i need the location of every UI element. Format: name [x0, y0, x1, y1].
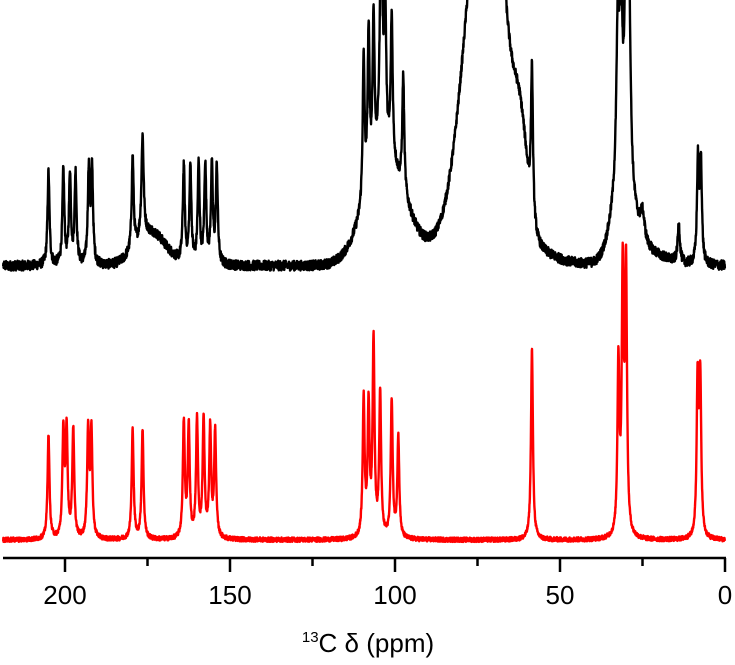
- plot-area: [1, 0, 727, 544]
- x-tick-label: 100: [373, 580, 416, 610]
- x-tick-label: 50: [546, 580, 575, 610]
- experimental-spectrum-trace: [1, 0, 727, 272]
- x-tick-label: 0: [718, 580, 732, 610]
- x-axis-tick-labels: 200 150 100 50 0: [43, 580, 732, 610]
- x-axis-title: 13C δ (ppm): [302, 628, 434, 658]
- x-axis-ticks: [63, 558, 727, 572]
- x-axis-title-text: C δ (ppm): [319, 628, 435, 658]
- simulated-spectrum-trace: [1, 241, 727, 544]
- x-tick-label: 200: [43, 580, 86, 610]
- x-axis: 200 150 100 50 0 13C δ (ppm): [3, 556, 732, 658]
- x-axis-title-isotope: 13: [302, 629, 319, 646]
- x-tick-label: 150: [208, 580, 251, 610]
